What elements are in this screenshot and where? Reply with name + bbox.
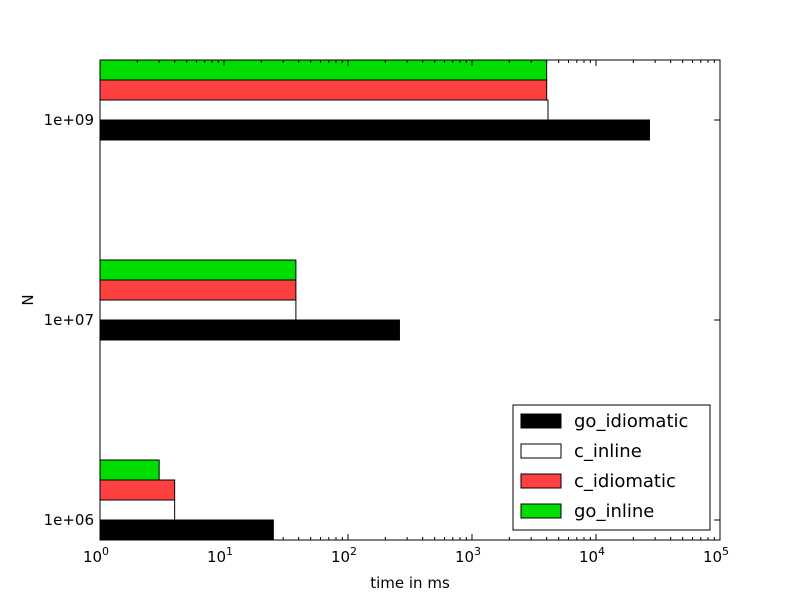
legend-swatch-c-inline	[520, 443, 562, 459]
x-tick-label: 103	[455, 545, 481, 566]
bar-c-inline-1	[99, 299, 297, 321]
bar-go-inline-1	[99, 259, 297, 281]
legend: go_idiomatic c_inline c_idiomatic go_inline	[512, 404, 711, 531]
x-axis-label: time in ms	[370, 574, 450, 592]
y-tick-label: 1e+09	[44, 111, 94, 129]
x-axis-ticks: 100 101 102 103 104 105	[83, 60, 729, 566]
y-tick-label: 1e+07	[44, 311, 94, 329]
bar-c-inline-0	[99, 499, 176, 521]
x-tick-label: 104	[579, 545, 605, 566]
legend-swatch-go-inline	[520, 503, 562, 519]
bar-c-idiomatic-0	[99, 479, 176, 501]
bar-go-inline-2	[99, 59, 548, 81]
legend-label-go-idiomatic: go_idiomatic	[574, 411, 688, 432]
bar-c-idiomatic-2	[99, 79, 548, 101]
bar-c-idiomatic-1	[99, 279, 297, 301]
legend-label-c-idiomatic: c_idiomatic	[574, 471, 676, 492]
x-tick-label: 100	[83, 545, 109, 566]
x-tick-label: 102	[331, 545, 357, 566]
y-axis-label: N	[19, 294, 37, 305]
bar-go-idiomatic-1	[99, 319, 400, 341]
legend-label-c-inline: c_inline	[574, 441, 642, 462]
plot-frame	[99, 59, 721, 541]
x-tick-label: 105	[703, 545, 729, 566]
bar-go-idiomatic-2	[99, 119, 650, 141]
legend-swatch-go-idiomatic	[520, 413, 562, 429]
bar-c-inline-2	[99, 99, 549, 121]
legend-label-go-inline: go_inline	[574, 501, 654, 522]
y-axis-ticks: 1e+06 1e+07 1e+09	[44, 111, 720, 529]
bar-go-inline-0	[99, 459, 160, 481]
y-tick-label: 1e+06	[44, 511, 94, 529]
x-tick-label: 101	[207, 545, 233, 566]
legend-swatch-c-idiomatic	[520, 473, 562, 489]
